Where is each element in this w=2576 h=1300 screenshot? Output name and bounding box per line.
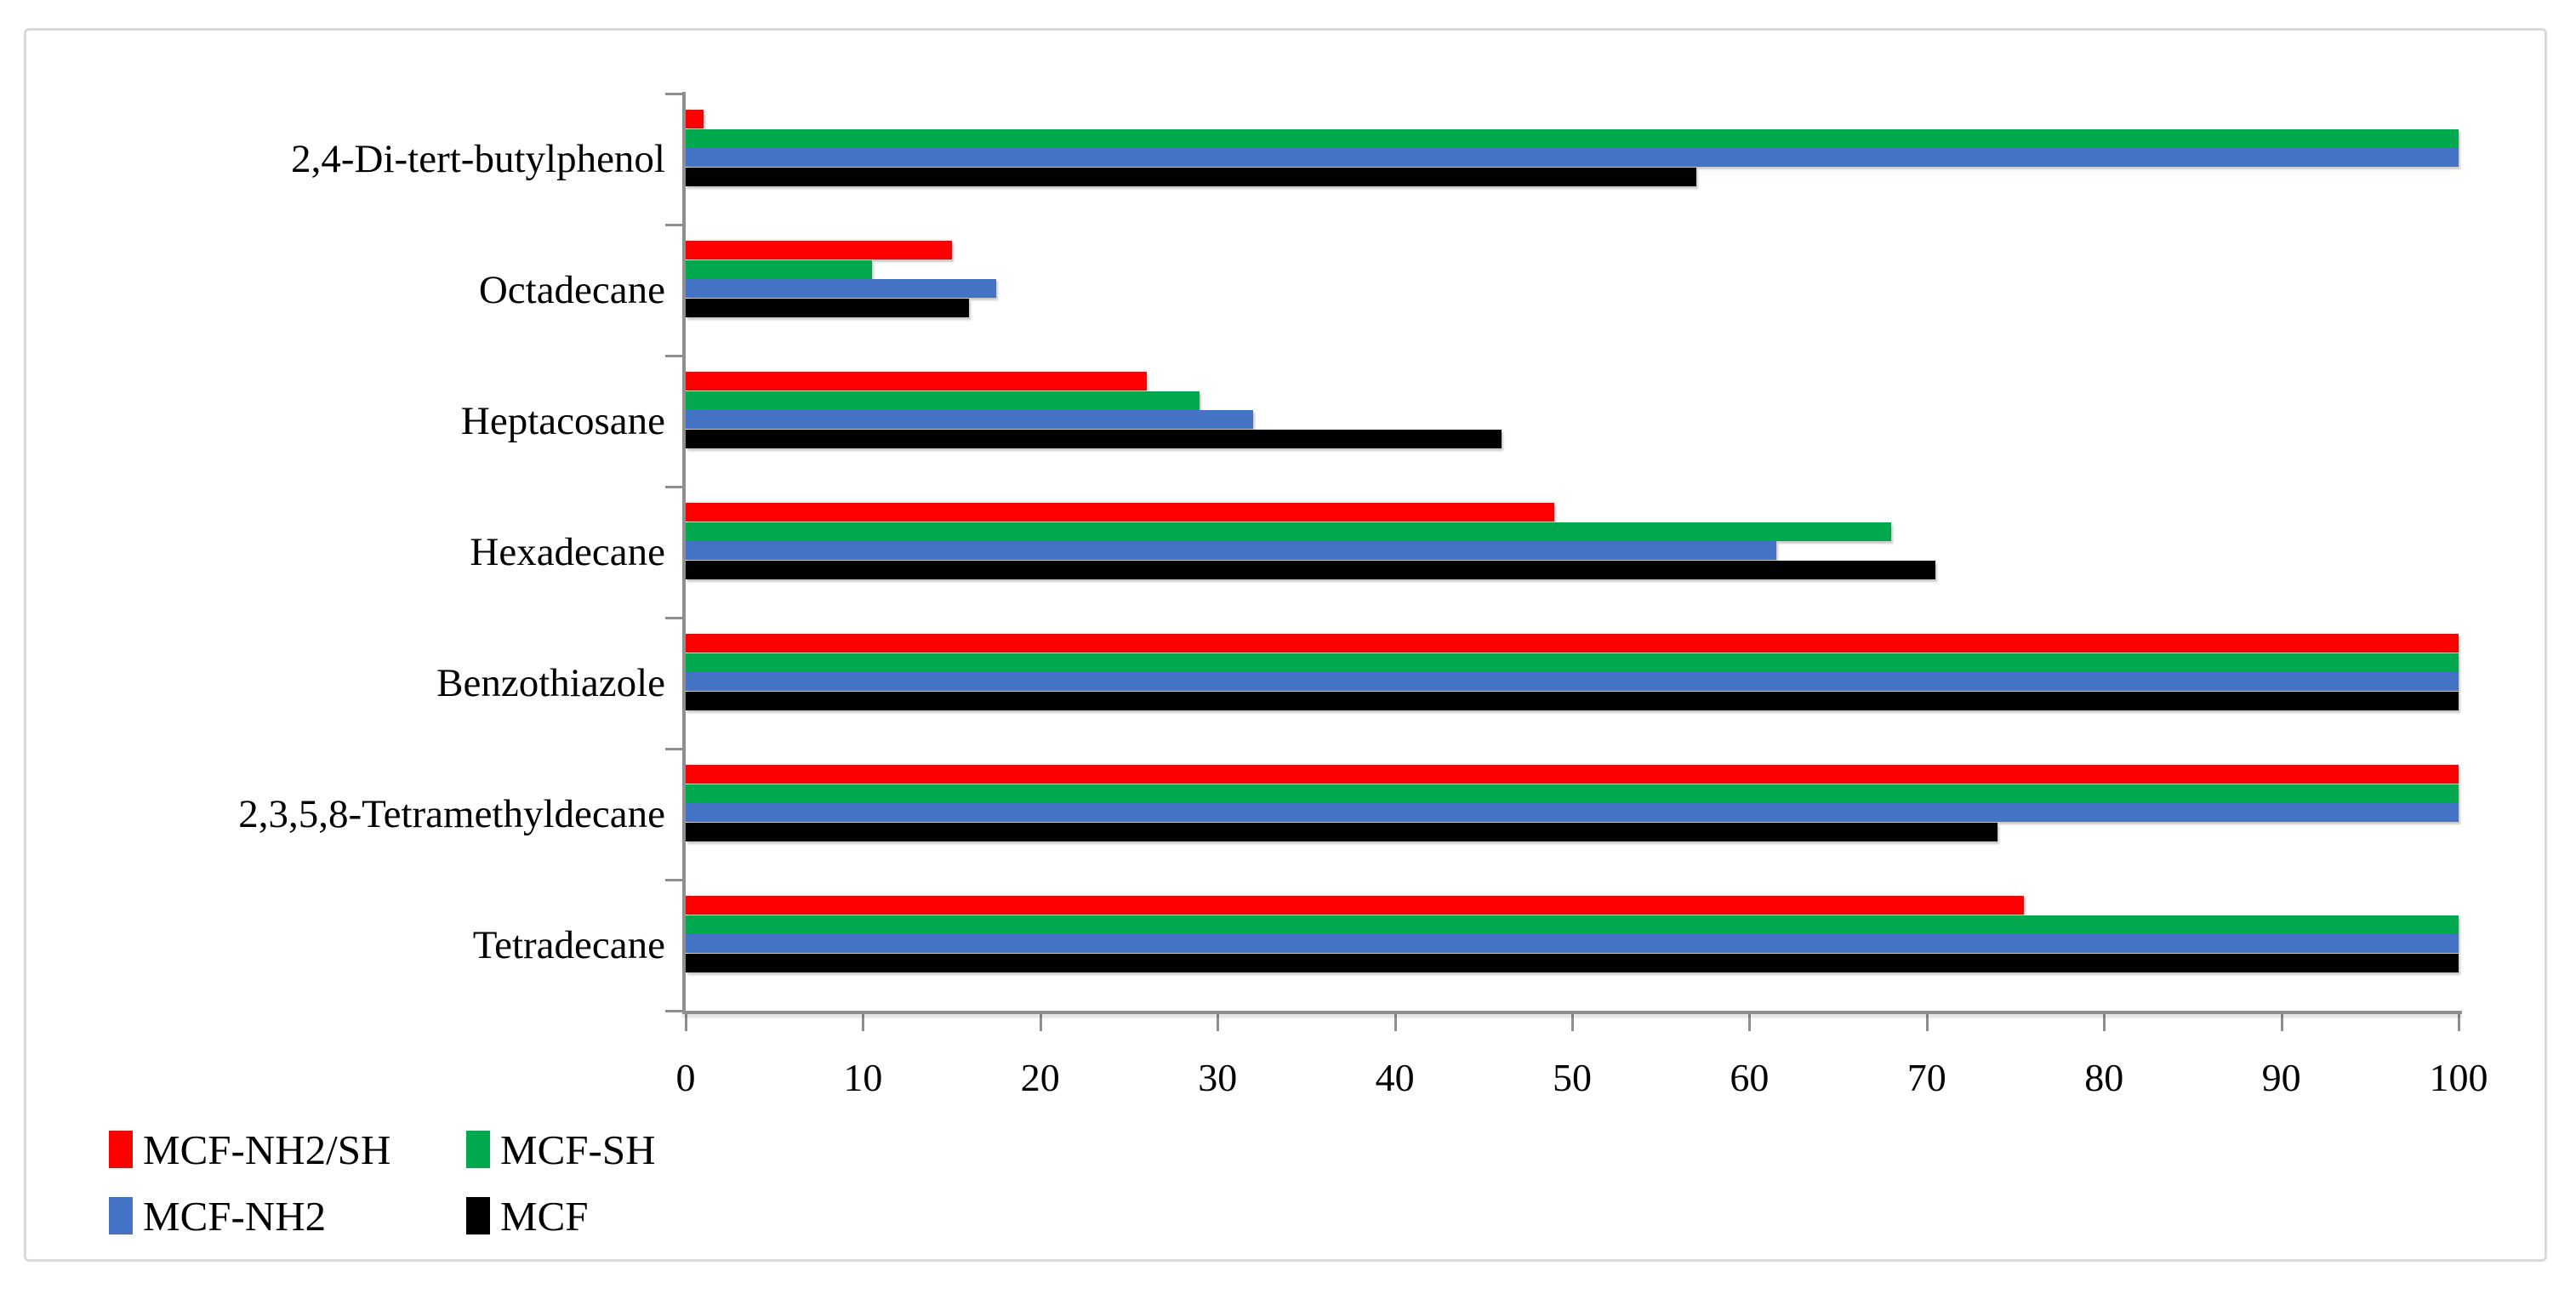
legend-swatch-mcf	[466, 1197, 490, 1234]
y-axis-tick	[665, 486, 682, 488]
legend-swatch-mcf-nh2	[109, 1197, 133, 1234]
y-axis-tick	[665, 355, 682, 357]
bar-mcf-nh2-sh-tetradecane	[686, 896, 2025, 915]
y-axis-tick	[665, 748, 682, 750]
x-tick-label-100: 100	[2429, 1056, 2488, 1099]
category-label-tetradecane: Tetradecane	[472, 923, 665, 967]
x-tick-label-40: 40	[1375, 1056, 1415, 1099]
bar-mcf-sh-hexadecane	[686, 522, 1892, 541]
y-axis-line	[682, 92, 686, 1014]
category-label-heptacosane: Heptacosane	[460, 399, 665, 443]
bar-mcf-nh2-sh-benzothiazole	[686, 634, 2459, 653]
legend-swatch-mcf-sh	[466, 1131, 490, 1168]
x-tick-label-30: 30	[1198, 1056, 1238, 1099]
bar-mcf-nh2-tetradecane	[686, 934, 2459, 953]
x-axis-tick	[1393, 1014, 1397, 1031]
bar-mcf-2-4-di-tert-butylphenol	[686, 167, 1696, 186]
x-tick-label-50: 50	[1553, 1056, 1592, 1099]
x-axis-tick	[1217, 1014, 1220, 1031]
legend-item-mcf-nh2: MCF-NH2	[109, 1189, 326, 1242]
bar-mcf-nh2-octadecane	[686, 279, 996, 298]
bar-mcf-nh2-sh-hexadecane	[686, 503, 1555, 522]
x-tick-label-0: 0	[675, 1056, 696, 1099]
category-label-hexadecane: Hexadecane	[470, 530, 665, 574]
bar-mcf-nh2-sh-heptacosane	[686, 372, 1147, 391]
y-axis-tick	[665, 879, 682, 881]
x-tick-label-60: 60	[1730, 1056, 1770, 1099]
x-axis-tick	[1039, 1014, 1042, 1031]
bar-mcf-sh-2-3-5-8-tetramethyldecane	[686, 784, 2459, 803]
legend-swatch-mcf-nh2-sh	[109, 1131, 133, 1168]
legend-item-mcf: MCF	[466, 1189, 589, 1242]
x-tick-label-90: 90	[2261, 1056, 2301, 1099]
legend-item-mcf-nh2-sh: MCF-NH2/SH	[109, 1123, 390, 1176]
bar-mcf-sh-heptacosane	[686, 391, 1200, 410]
bar-mcf-nh2-sh-octadecane	[686, 241, 952, 259]
x-axis-tick	[2458, 1014, 2460, 1031]
bar-mcf-2-3-5-8-tetramethyldecane	[686, 822, 1998, 841]
x-tick-label-10: 10	[843, 1056, 883, 1099]
legend-label-mcf-nh2-sh: MCF-NH2/SH	[143, 1126, 391, 1173]
legend-label-mcf-sh: MCF-SH	[500, 1126, 656, 1173]
bar-mcf-sh-tetradecane	[686, 915, 2459, 934]
x-axis-tick	[2103, 1014, 2106, 1031]
bar-mcf-tetradecane	[686, 953, 2459, 972]
category-label-benzothiazole: Benzothiazole	[436, 661, 665, 705]
x-tick-label-80: 80	[2084, 1056, 2124, 1099]
x-axis-tick	[862, 1014, 865, 1031]
bar-mcf-octadecane	[686, 298, 970, 317]
bar-mcf-heptacosane	[686, 429, 1502, 448]
x-tick-label-20: 20	[1020, 1056, 1060, 1099]
bar-mcf-sh-2-4-di-tert-butylphenol	[686, 128, 2459, 148]
y-axis-tick	[665, 617, 682, 619]
legend-item-mcf-sh: MCF-SH	[466, 1123, 655, 1176]
x-axis-tick	[2280, 1014, 2283, 1031]
category-label-2-4-di-tert-butylphenol: 2,4-Di-tert-butylphenol	[291, 137, 665, 181]
x-axis-tick	[1571, 1014, 1574, 1031]
bar-mcf-nh2-2-3-5-8-tetramethyldecane	[686, 803, 2459, 822]
x-tick-label-70: 70	[1906, 1056, 1946, 1099]
bar-mcf-nh2-sh-2-3-5-8-tetramethyldecane	[686, 765, 2459, 784]
bar-mcf-nh2-hexadecane	[686, 541, 1776, 560]
bar-mcf-benzothiazole	[686, 691, 2459, 710]
category-label-octadecane: Octadecane	[478, 268, 665, 312]
bar-mcf-sh-benzothiazole	[686, 653, 2459, 672]
x-axis-tick	[1748, 1014, 1752, 1031]
x-axis-line	[682, 1011, 2462, 1014]
bar-mcf-sh-octadecane	[686, 259, 872, 279]
x-axis-tick	[685, 1014, 687, 1031]
y-axis-tick	[665, 1010, 682, 1012]
bar-mcf-nh2-benzothiazole	[686, 672, 2459, 691]
legend-label-mcf: MCF	[500, 1192, 589, 1240]
y-axis-tick	[665, 224, 682, 226]
category-label-2-3-5-8-tetramethyldecane: 2,3,5,8-Tetramethyldecane	[238, 792, 665, 836]
bar-mcf-hexadecane	[686, 560, 1936, 579]
bar-mcf-nh2-heptacosane	[686, 410, 1253, 429]
bar-mcf-nh2-2-4-di-tert-butylphenol	[686, 148, 2459, 167]
x-axis-tick	[1925, 1014, 1929, 1031]
legend-label-mcf-nh2: MCF-NH2	[143, 1192, 327, 1240]
bar-mcf-nh2-sh-2-4-di-tert-butylphenol	[686, 110, 704, 128]
y-axis-tick	[665, 93, 682, 95]
